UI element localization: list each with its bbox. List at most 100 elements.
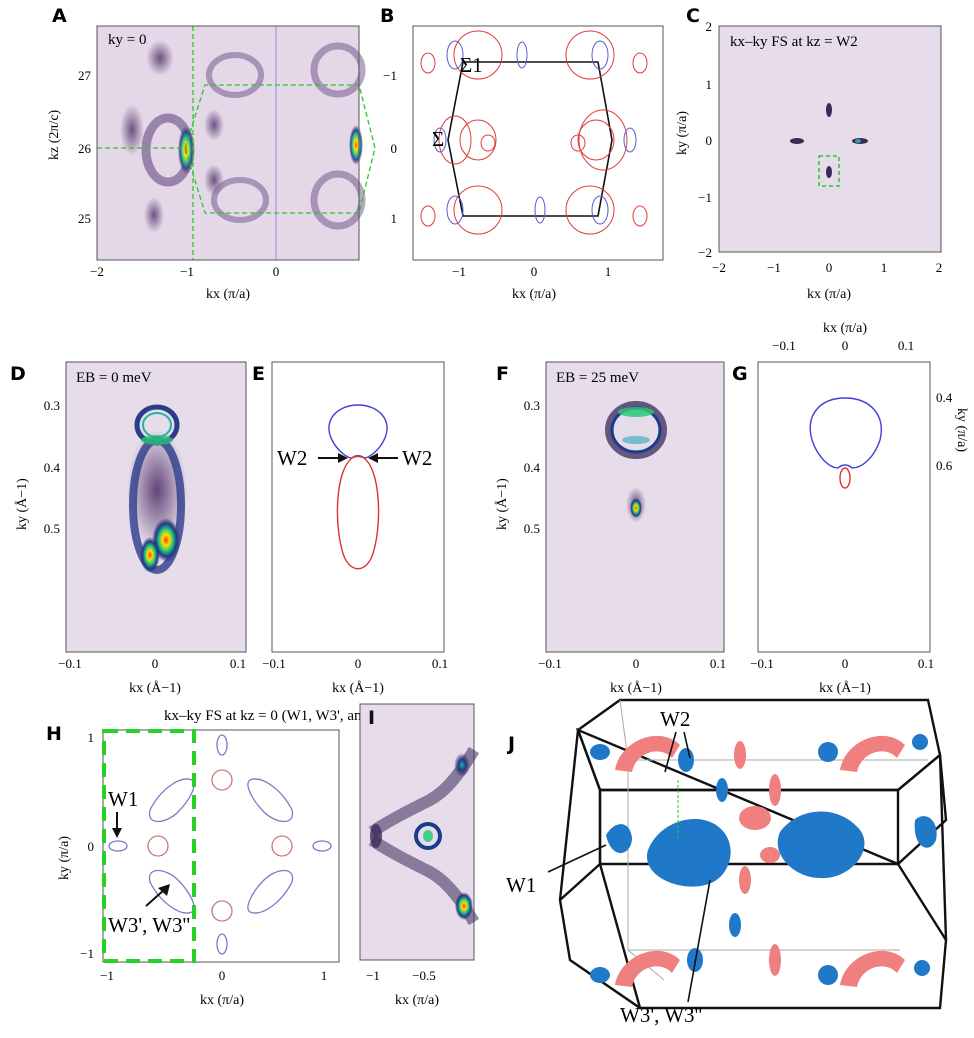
a-x-tick: 0 xyxy=(273,264,280,279)
f-y-label: ky (Å−1) xyxy=(494,478,510,530)
e-arrowhead-right xyxy=(368,453,378,463)
j-electron-pockets xyxy=(615,735,905,987)
arpes-features-i xyxy=(368,746,480,926)
h-w1-arrowhead xyxy=(112,828,122,838)
d-corner-label: EB = 0 meV xyxy=(76,370,152,386)
g-top-tick: 0 xyxy=(842,338,849,353)
panel-a: A ky = 0 kz (2π/c) 27 26 25 −2 −1 0 kx (… xyxy=(47,5,376,302)
j-w2-arrow-1 xyxy=(664,731,677,773)
panel-d: D EB = 0 meV ky (Å−1) 0.3 0.4 0.5 −0.1 0… xyxy=(10,361,247,696)
h-hole-pockets xyxy=(108,734,332,955)
panel-h-letter: H xyxy=(46,723,62,745)
a-x-tick: −1 xyxy=(180,264,194,279)
f-y-tick: 0.4 xyxy=(524,460,541,475)
d-y-tick: 0.5 xyxy=(44,521,60,536)
d-x-tick: −0.1 xyxy=(58,656,82,671)
g-x-label: kx (Å−1) xyxy=(819,680,871,696)
panel-d-letter: D xyxy=(10,363,26,385)
a-bz-outline xyxy=(97,84,376,214)
c-y-tick: −1 xyxy=(698,190,712,205)
j-w1-arrow xyxy=(547,844,607,873)
e-x-label: kx (Å−1) xyxy=(332,680,384,696)
panel-h: H kx–ky FS at kz = 0 (W1, W3', and W3'')… xyxy=(46,708,405,1008)
c-y-tick: 2 xyxy=(706,19,713,34)
b-x-tick: −1 xyxy=(452,264,466,279)
arpes-features-d xyxy=(127,404,187,574)
panel-e-frame xyxy=(271,361,445,653)
arpes-map-c xyxy=(718,25,942,253)
d-y-tick: 0.3 xyxy=(44,398,60,413)
c-y-tick: 1 xyxy=(706,77,713,92)
h-w3-arrowhead xyxy=(158,884,170,896)
c-title: kx–ky FS at kz = W2 xyxy=(730,34,858,50)
h-x-tick: −1 xyxy=(100,968,114,983)
d-x-label: kx (Å−1) xyxy=(129,680,181,696)
c-x-tick: −2 xyxy=(712,260,726,275)
h-y-tick: 1 xyxy=(88,730,95,745)
a-y-label: kz (2π/c) xyxy=(47,109,62,160)
e-hole-pocket xyxy=(328,404,388,459)
j-w3-label: W3', W3'' xyxy=(620,1003,702,1027)
c-y-tick: −2 xyxy=(698,245,712,260)
e-w2-left: W2 xyxy=(277,446,307,470)
c-y-tick: 0 xyxy=(706,133,713,148)
h-y-tick: 0 xyxy=(88,839,95,854)
c-y-label: ky (π/a) xyxy=(675,111,690,155)
a-y-tick: 26 xyxy=(78,141,92,156)
i-x-label: kx (π/a) xyxy=(395,993,439,1008)
b-bz-hexagon xyxy=(447,61,613,217)
panel-e: E W2 W2 −0.1 0 0.1 kx (Å−1) xyxy=(252,361,448,696)
h-x-tick: 1 xyxy=(321,968,328,983)
b-sigma-label: Σ xyxy=(432,127,444,151)
f-y-tick: 0.3 xyxy=(524,398,540,413)
b-sigma1-label: Σ1 xyxy=(460,53,483,77)
f-corner-label: EB = 25 meV xyxy=(556,370,639,386)
a-x-tick: −2 xyxy=(90,264,104,279)
i-x-tick: −0.5 xyxy=(412,968,436,983)
b-y-tick: 1 xyxy=(391,211,398,226)
c-highlight-box xyxy=(818,155,840,187)
h-y-label: ky (π/a) xyxy=(57,836,72,880)
a-y-tick: 27 xyxy=(78,68,92,83)
f-x-tick: −0.1 xyxy=(538,656,562,671)
h-w3-arrow xyxy=(145,889,165,907)
g-top-tick: −0.1 xyxy=(772,338,796,353)
panel-c: C kx–ky FS at kz = W2 ky (π/a) 2 1 0 −1 … xyxy=(675,5,942,302)
panel-b: B Σ Σ1 −1 0 1 −1 0 1 xyxy=(380,5,664,302)
f-x-tick: 0 xyxy=(633,656,640,671)
h-w1-label: W1 xyxy=(108,787,138,811)
panel-a-letter: A xyxy=(52,5,67,27)
panel-e-letter: E xyxy=(252,363,265,385)
e-x-tick: −0.1 xyxy=(262,656,286,671)
b-x-tick: 0 xyxy=(531,264,538,279)
h-w3-label: W3', W3'' xyxy=(108,913,190,937)
panel-b-letter: B xyxy=(380,5,394,27)
h-y-tick: −1 xyxy=(80,946,94,961)
f-y-tick: 0.5 xyxy=(524,521,540,536)
panel-i-letter: I xyxy=(368,707,375,729)
h-x-label: kx (π/a) xyxy=(200,993,244,1008)
panel-h-frame xyxy=(102,729,340,963)
a-y-tick: 25 xyxy=(78,211,91,226)
panel-i: I −1 −0.5 kx (π/a) xyxy=(359,703,480,1008)
c-x-tick: −1 xyxy=(767,260,781,275)
g-x-tick: 0.1 xyxy=(918,656,934,671)
d-x-tick: 0 xyxy=(152,656,159,671)
panel-j-letter: J xyxy=(506,733,515,755)
g-top-tick: 0.1 xyxy=(898,338,914,353)
j-w2-label: W2 xyxy=(660,707,690,731)
g-right-label: ky (π/a) xyxy=(954,408,969,452)
a-x-label: kx (π/a) xyxy=(206,287,250,302)
e-x-tick: 0.1 xyxy=(432,656,448,671)
j-hole-pockets xyxy=(590,734,937,985)
c-x-label: kx (π/a) xyxy=(807,287,851,302)
b-x-label: kx (π/a) xyxy=(512,287,556,302)
panel-g-letter: G xyxy=(732,363,748,385)
e-w2-right: W2 xyxy=(402,446,432,470)
g-x-tick: 0 xyxy=(842,656,849,671)
d-y-tick: 0.4 xyxy=(44,460,61,475)
g-x-tick: −0.1 xyxy=(750,656,774,671)
i-x-tick: −1 xyxy=(366,968,380,983)
c-x-tick: 2 xyxy=(936,260,943,275)
panel-f-letter: F xyxy=(496,363,509,385)
